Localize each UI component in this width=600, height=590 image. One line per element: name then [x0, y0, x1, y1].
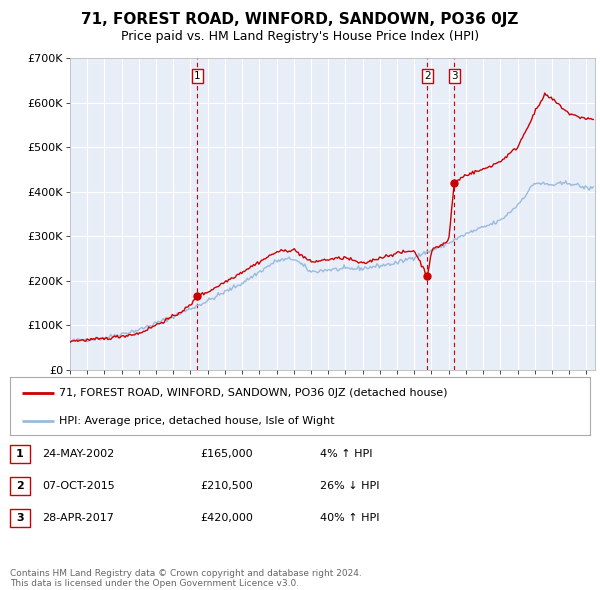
Text: Price paid vs. HM Land Registry's House Price Index (HPI): Price paid vs. HM Land Registry's House … — [121, 30, 479, 43]
Text: 40% ↑ HPI: 40% ↑ HPI — [320, 513, 380, 523]
Text: This data is licensed under the Open Government Licence v3.0.: This data is licensed under the Open Gov… — [10, 579, 299, 588]
Text: 1: 1 — [16, 449, 24, 459]
Text: 3: 3 — [451, 71, 458, 81]
Text: 3: 3 — [16, 513, 24, 523]
Text: 26% ↓ HPI: 26% ↓ HPI — [320, 481, 380, 491]
Text: 07-OCT-2015: 07-OCT-2015 — [42, 481, 115, 491]
Text: 2: 2 — [16, 481, 24, 491]
Text: £420,000: £420,000 — [200, 513, 253, 523]
Text: HPI: Average price, detached house, Isle of Wight: HPI: Average price, detached house, Isle… — [59, 415, 335, 425]
Text: 24-MAY-2002: 24-MAY-2002 — [42, 449, 114, 459]
Text: £210,500: £210,500 — [200, 481, 253, 491]
Text: Contains HM Land Registry data © Crown copyright and database right 2024.: Contains HM Land Registry data © Crown c… — [10, 569, 362, 578]
Text: 4% ↑ HPI: 4% ↑ HPI — [320, 449, 373, 459]
Text: 71, FOREST ROAD, WINFORD, SANDOWN, PO36 0JZ: 71, FOREST ROAD, WINFORD, SANDOWN, PO36 … — [82, 12, 518, 27]
Text: £165,000: £165,000 — [200, 449, 253, 459]
Text: 2: 2 — [424, 71, 431, 81]
Text: 28-APR-2017: 28-APR-2017 — [42, 513, 114, 523]
Text: 71, FOREST ROAD, WINFORD, SANDOWN, PO36 0JZ (detached house): 71, FOREST ROAD, WINFORD, SANDOWN, PO36 … — [59, 388, 448, 398]
Text: 1: 1 — [194, 71, 200, 81]
